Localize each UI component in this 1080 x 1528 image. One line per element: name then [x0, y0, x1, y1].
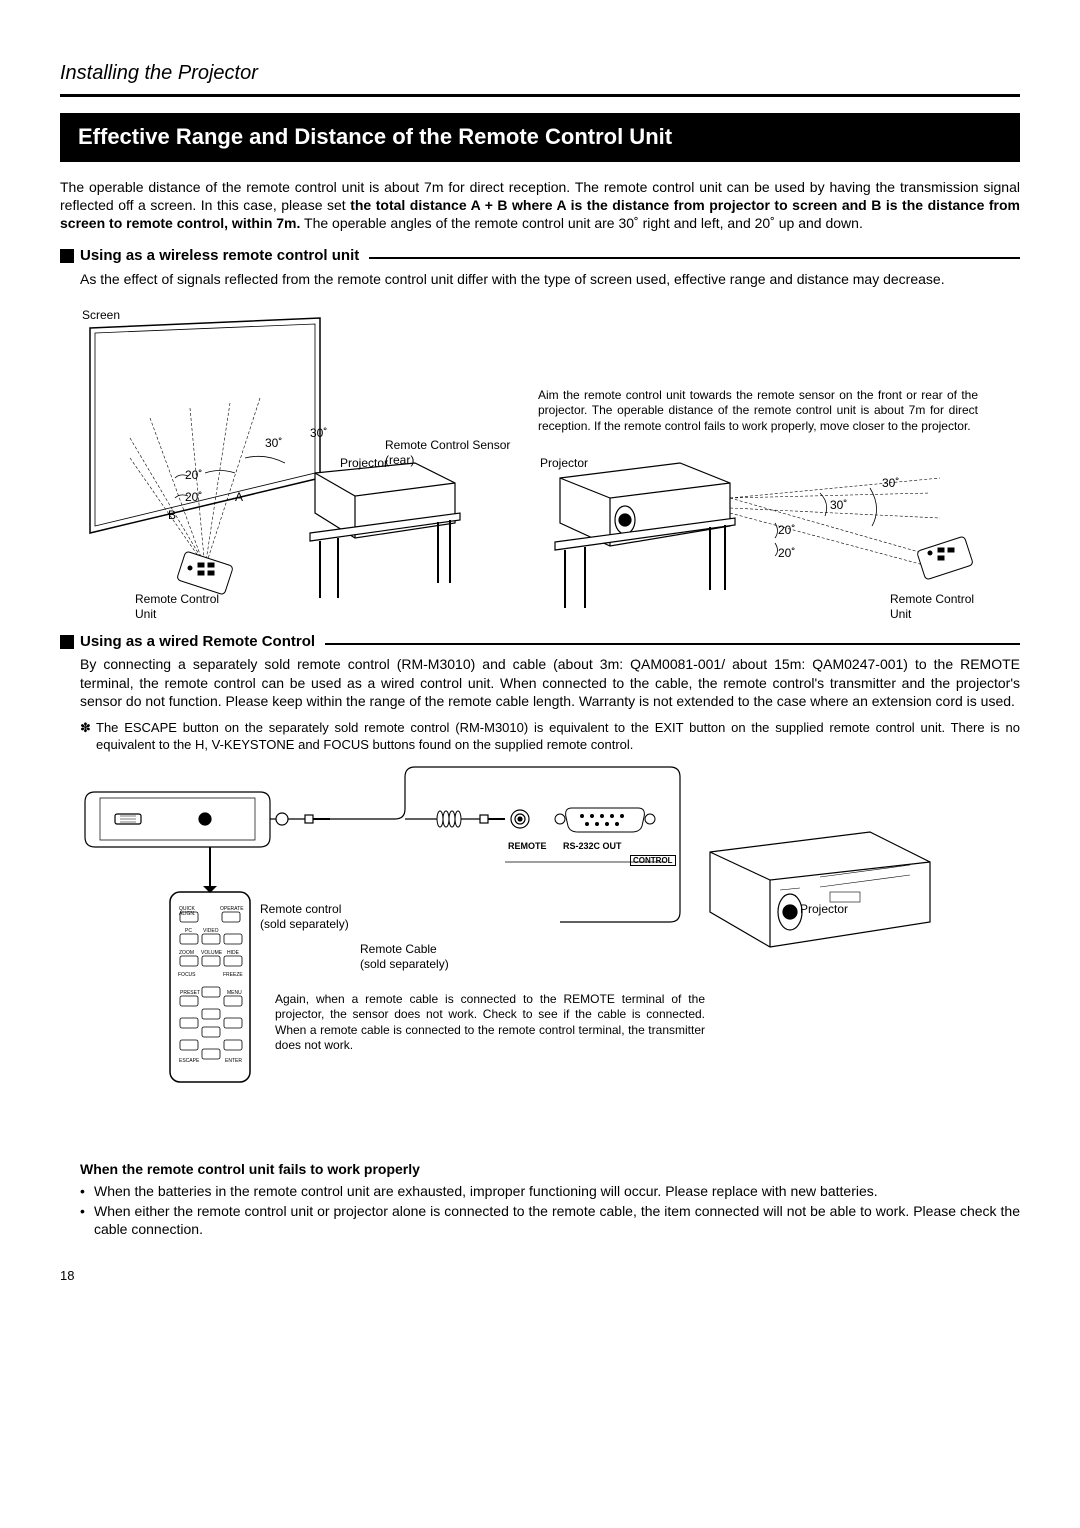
svg-text:VIDEO: VIDEO [203, 928, 219, 934]
fails-bullet-1: • When the batteries in the remote contr… [80, 1182, 1020, 1200]
fails-b1-text: When the batteries in the remote control… [94, 1182, 878, 1200]
svg-text:ZOOM: ZOOM [179, 950, 194, 956]
section-title: Installing the Projector [60, 60, 1020, 88]
label-rc-sensor: Remote Control Sensor (rear) [385, 438, 510, 469]
wireless-heading-row: Using as a wireless remote control unit [60, 246, 1020, 266]
wired-heading-row: Using as a wired Remote Control [60, 632, 1020, 652]
svg-text:ESCAPE: ESCAPE [179, 1058, 200, 1064]
svg-text:OPERATE: OPERATE [220, 906, 244, 912]
banner-heading: Effective Range and Distance of the Remo… [60, 113, 1020, 162]
fails-b2-text: When either the remote control unit or p… [94, 1202, 1020, 1238]
fails-bullet-2: • When either the remote control unit or… [80, 1202, 1020, 1238]
aim-text: Aim the remote control unit towards the … [538, 388, 978, 435]
heading-rule [369, 257, 1020, 259]
label-30-4: 30˚ [830, 498, 847, 514]
label-remote-sep: Remote control (sold separately) [260, 902, 349, 933]
label-a: A [235, 490, 243, 506]
wired-text: By connecting a separately sold remote c… [80, 655, 1020, 710]
bullet-icon: • [80, 1182, 94, 1200]
svg-text:VOLUME: VOLUME [201, 950, 223, 956]
label-20-4: 20˚ [778, 546, 795, 562]
title-rule [60, 94, 1020, 97]
svg-text:MENU: MENU [227, 990, 242, 996]
label-projector-3: Projector [800, 902, 848, 918]
page-number: 18 [60, 1268, 1020, 1285]
svg-text:PC: PC [185, 928, 192, 934]
fails-heading: When the remote control unit fails to wo… [80, 1160, 1020, 1178]
label-remote-port: REMOTE [508, 841, 547, 853]
wired-long-note: Again, when a remote cable is connected … [275, 992, 705, 1054]
svg-text:ENTER: ENTER [225, 1058, 242, 1064]
bullet-icon: • [80, 1202, 94, 1238]
square-bullet-icon [60, 635, 74, 649]
label-20-1: 20˚ [185, 468, 202, 484]
label-projector-2: Projector [540, 456, 588, 472]
heading-rule [325, 643, 1020, 645]
label-cable-sep: Remote Cable (sold separately) [360, 942, 449, 973]
label-control: CONTROL [630, 852, 676, 868]
intro-text-2: The operable angles of the remote contro… [300, 215, 862, 231]
label-30-2: 30˚ [310, 426, 327, 442]
square-bullet-icon [60, 249, 74, 263]
svg-text:FREEZE: FREEZE [223, 972, 243, 978]
wired-note-text: The ESCAPE button on the separately sold… [96, 720, 1020, 754]
label-20-3: 20˚ [778, 523, 795, 539]
svg-text:ALIGN.: ALIGN. [179, 911, 195, 917]
note-symbol-icon: ✽ [80, 720, 96, 754]
wired-heading: Using as a wired Remote Control [80, 632, 315, 652]
wireless-heading: Using as a wireless remote control unit [80, 246, 359, 266]
label-projector-1: Projector [340, 456, 388, 472]
wireless-diagram: Screen 30˚ 30˚ 20˚ 20˚ A B Projector Rem… [60, 298, 1020, 618]
wireless-text: As the effect of signals reflected from … [80, 270, 1020, 288]
label-30-3: 30˚ [882, 476, 899, 492]
label-screen: Screen [82, 308, 120, 324]
label-rs232-port: RS-232C OUT [563, 841, 622, 853]
label-rc-unit-1: Remote Control Unit [135, 592, 219, 623]
label-20-2: 20˚ [185, 490, 202, 506]
svg-text:PRESET: PRESET [180, 990, 200, 996]
wired-diagram: QUICKALIGN. OPERATE PCVIDEO HIDE ZOOMVOL… [60, 762, 1020, 1142]
label-b: B [168, 508, 176, 524]
label-30-1: 30˚ [265, 436, 282, 452]
wired-note: ✽ The ESCAPE button on the separately so… [80, 720, 1020, 754]
label-rc-unit-2: Remote Control Unit [890, 592, 974, 623]
intro-paragraph: The operable distance of the remote cont… [60, 178, 1020, 233]
svg-text:FOCUS: FOCUS [178, 972, 196, 978]
svg-text:HIDE: HIDE [227, 950, 240, 956]
